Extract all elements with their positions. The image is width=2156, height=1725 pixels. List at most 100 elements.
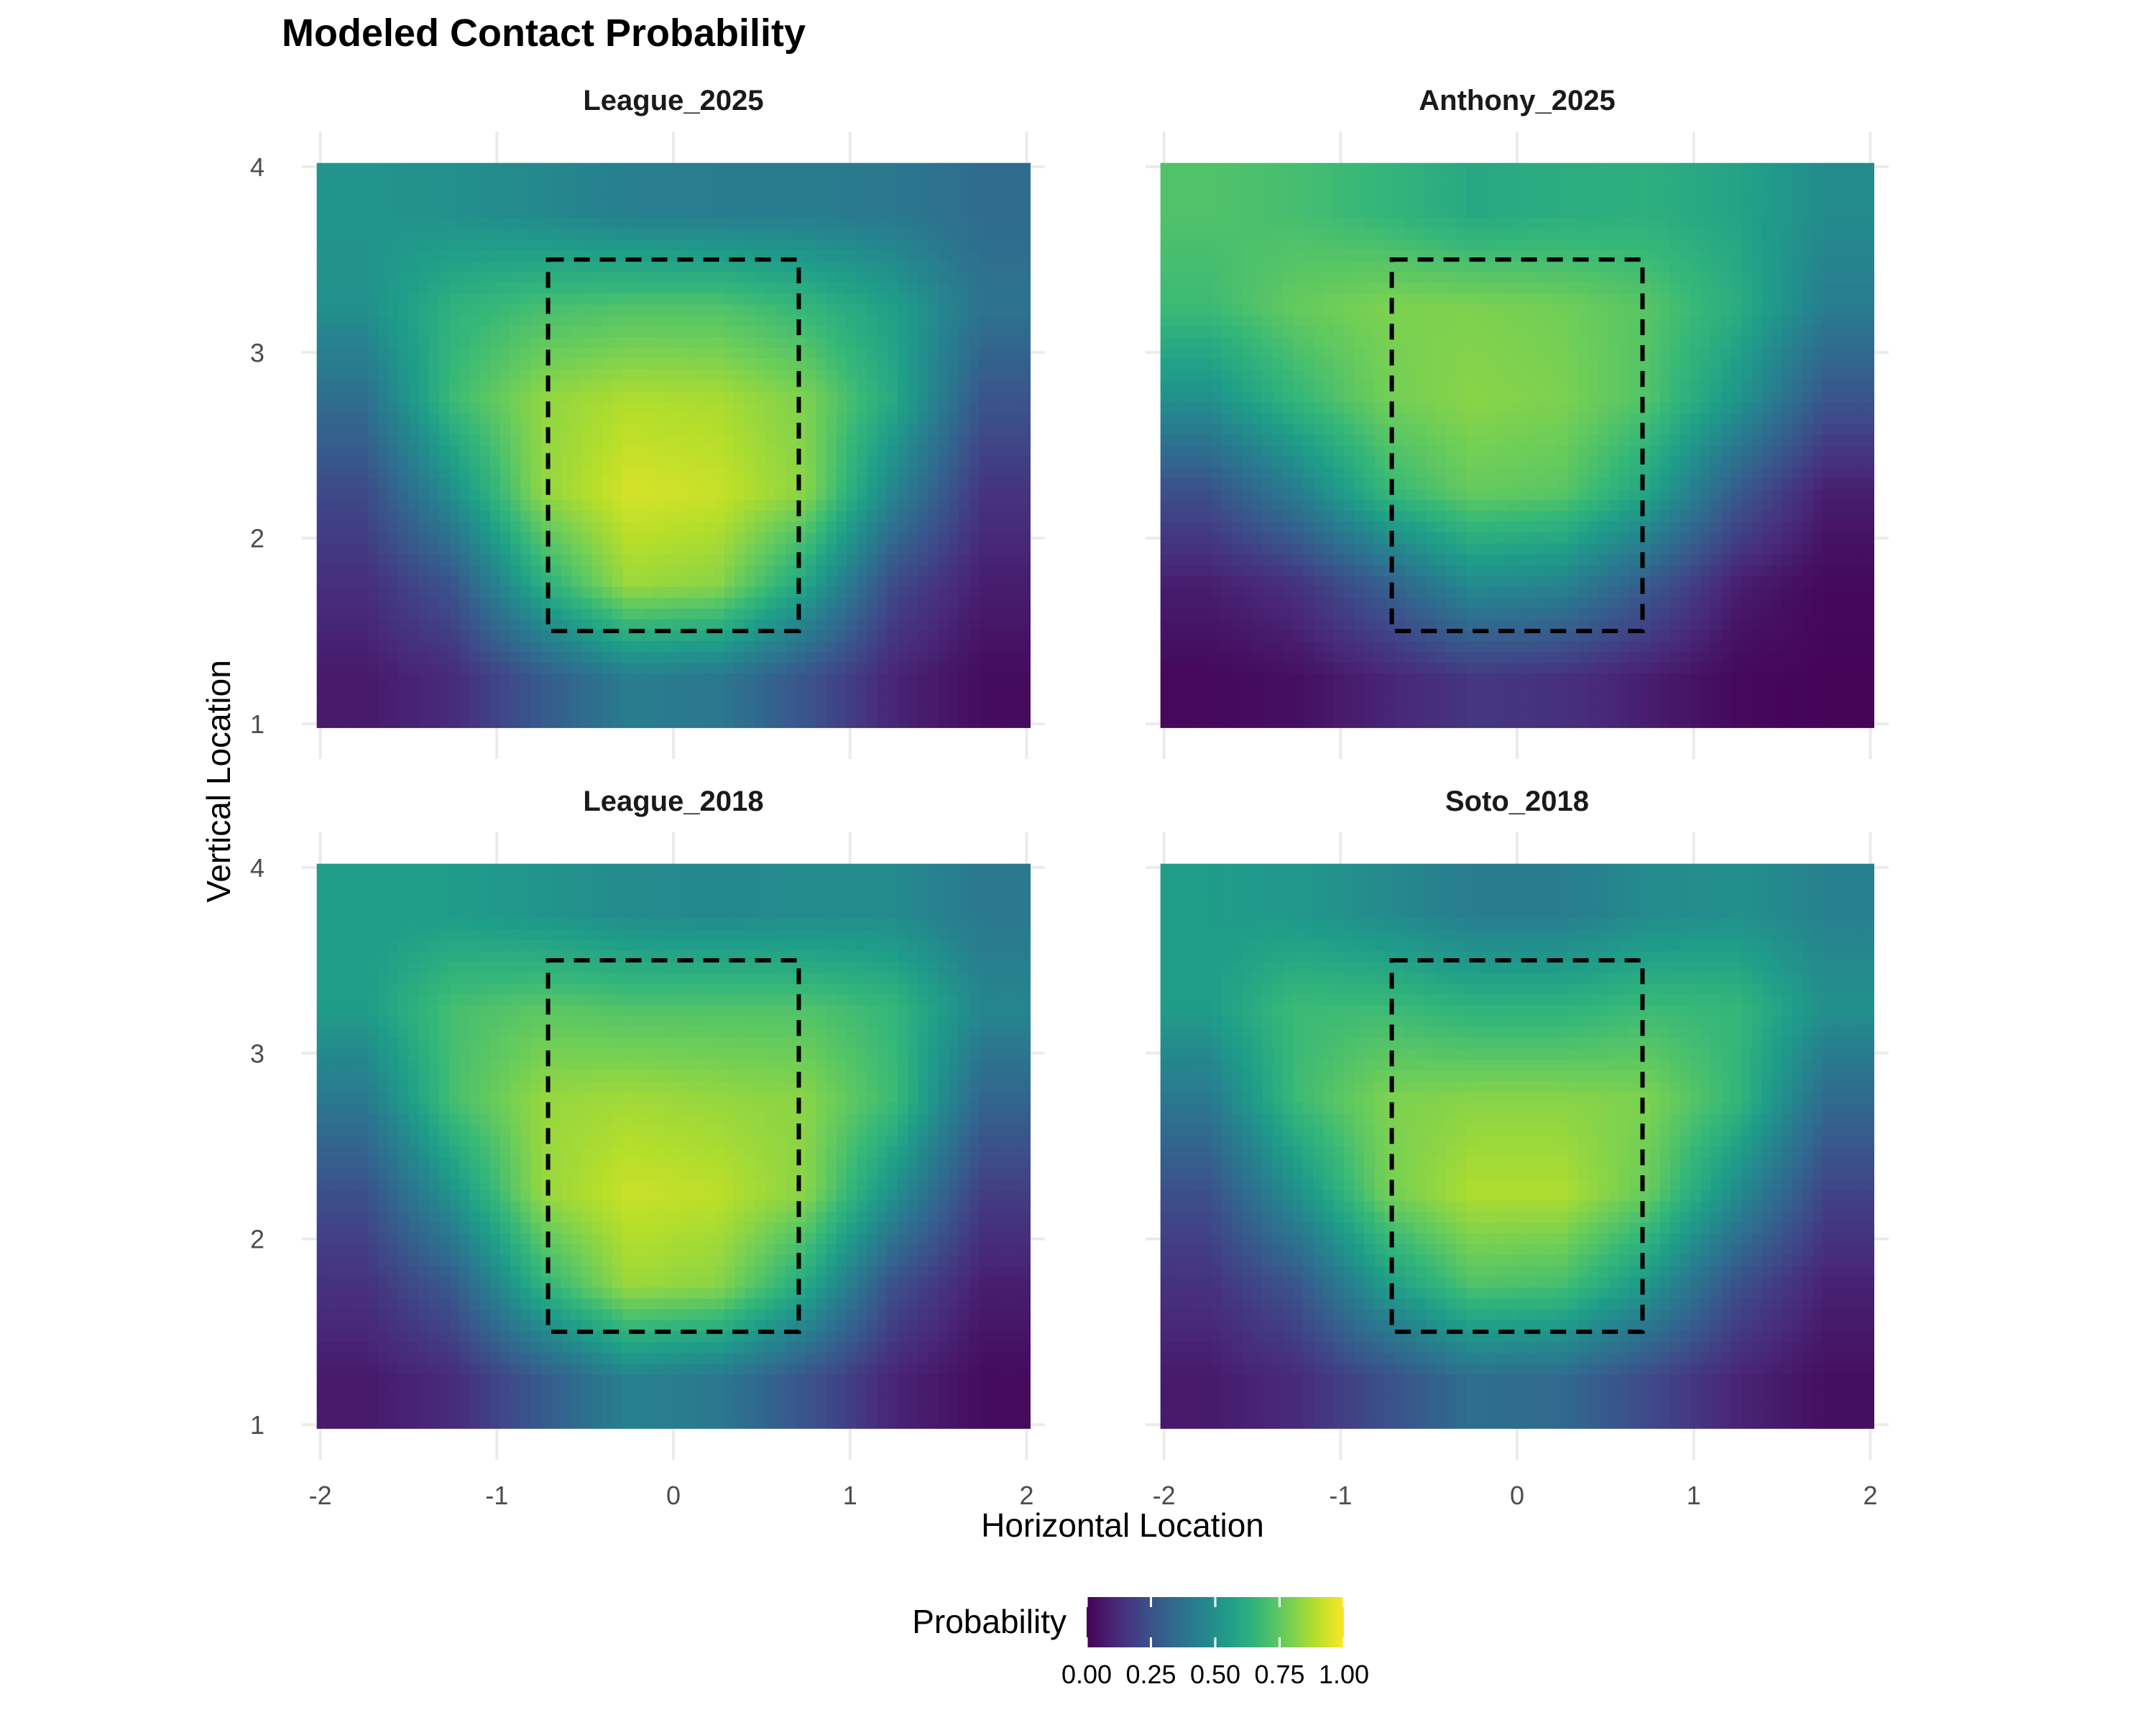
heatmap-tile <box>643 532 654 543</box>
heatmap-tile <box>1222 423 1233 435</box>
heatmap-tile <box>765 619 776 630</box>
heatmap-tile <box>1020 434 1031 446</box>
heatmap-tile <box>1395 706 1406 717</box>
heatmap-tile <box>510 717 521 728</box>
heatmap-tile <box>327 532 338 543</box>
heatmap-tile <box>683 565 694 576</box>
heatmap-tile <box>1385 206 1396 218</box>
heatmap-tile <box>990 565 1000 576</box>
heatmap-tile <box>378 380 389 392</box>
heatmap-tile <box>673 467 684 479</box>
heatmap-tile <box>1303 196 1314 207</box>
heatmap-tile <box>888 565 898 576</box>
heatmap-tile <box>1395 413 1406 424</box>
heatmap-tile <box>969 510 980 522</box>
heatmap-tile <box>1283 500 1294 511</box>
heatmap-tile <box>786 510 796 522</box>
heatmap-tile <box>877 673 888 685</box>
heatmap-tile <box>1293 293 1304 305</box>
heatmap-tile <box>775 326 786 337</box>
heatmap-tile <box>571 478 582 489</box>
heatmap-tile <box>745 217 755 229</box>
heatmap-tile <box>347 565 358 576</box>
heatmap-tile <box>1212 217 1222 229</box>
heatmap-tile <box>1324 380 1335 392</box>
heatmap-tile <box>449 673 460 685</box>
heatmap-tile <box>643 369 654 381</box>
heatmap-tile <box>1344 359 1355 370</box>
heatmap-tile <box>388 706 399 717</box>
heatmap-tile <box>949 640 959 652</box>
heatmap-tile <box>714 478 725 489</box>
heatmap-tile <box>358 586 369 598</box>
heatmap-tile <box>837 261 847 272</box>
heatmap-tile <box>939 315 949 326</box>
heatmap-tile <box>1293 391 1304 402</box>
heatmap-tile <box>806 543 816 555</box>
heatmap-tile <box>908 217 918 229</box>
heatmap-tile <box>1344 510 1355 522</box>
heatmap-tile <box>1212 630 1222 641</box>
heatmap-tile <box>724 446 735 457</box>
heatmap-tile <box>439 597 450 609</box>
heatmap-tile <box>592 554 603 566</box>
heatmap-tile <box>980 282 990 294</box>
heatmap-tile <box>408 521 419 533</box>
heatmap-tile <box>551 510 562 522</box>
heatmap-tile <box>724 391 735 402</box>
heatmap-tile <box>459 261 470 272</box>
heatmap-tile <box>571 717 582 728</box>
heatmap-tile <box>1354 261 1365 272</box>
heatmap-tile <box>990 630 1000 641</box>
heatmap-tile <box>602 369 613 381</box>
heatmap-tile <box>510 565 521 576</box>
heatmap-tile <box>561 478 572 489</box>
heatmap-tile <box>816 467 827 479</box>
heatmap-tile <box>1020 456 1031 468</box>
heatmap-tile <box>837 402 847 413</box>
heatmap-tile <box>419 608 430 620</box>
heatmap-tile <box>959 597 969 609</box>
heatmap-tile <box>1344 413 1355 424</box>
heatmap-tile <box>683 608 694 620</box>
heatmap-tile <box>490 336 501 348</box>
heatmap-tile <box>1283 543 1294 555</box>
heatmap-tile <box>429 272 440 283</box>
heatmap-tile <box>1171 380 1181 392</box>
heatmap-tile <box>561 586 572 598</box>
heatmap-tile <box>786 174 796 185</box>
heatmap-tile <box>1252 673 1263 685</box>
heatmap-tile <box>796 489 806 500</box>
heatmap-tile <box>1000 315 1010 326</box>
heatmap-tile <box>857 597 867 609</box>
heatmap-tile <box>980 478 990 489</box>
heatmap-tile <box>358 282 369 294</box>
heatmap-tile <box>408 293 419 305</box>
heatmap-tile <box>1171 446 1181 457</box>
heatmap-tile <box>632 261 643 272</box>
heatmap-tile <box>1405 185 1416 196</box>
heatmap-tile <box>469 185 480 196</box>
heatmap-tile <box>1405 597 1416 609</box>
heatmap-tile <box>337 478 348 489</box>
heatmap-tile <box>439 489 450 500</box>
heatmap-tile <box>632 706 643 717</box>
heatmap-tile <box>755 336 766 348</box>
heatmap-tile <box>1283 619 1294 630</box>
heatmap-tile <box>857 174 867 185</box>
heatmap-tile <box>480 695 491 707</box>
heatmap-tile <box>317 478 328 489</box>
heatmap-tile <box>1171 348 1181 359</box>
heatmap-tile <box>480 597 491 609</box>
heatmap-tile <box>1334 359 1345 370</box>
heatmap-tile <box>959 586 969 598</box>
heatmap-tile <box>663 478 674 489</box>
heatmap-tile <box>714 695 725 707</box>
heatmap-tile <box>1212 543 1222 555</box>
heatmap-tile <box>1202 608 1212 620</box>
heatmap-tile <box>622 554 633 566</box>
heatmap-tile <box>888 206 898 218</box>
heatmap-tile <box>724 586 735 598</box>
heatmap-tile <box>612 326 623 337</box>
heatmap-tile <box>939 500 949 511</box>
